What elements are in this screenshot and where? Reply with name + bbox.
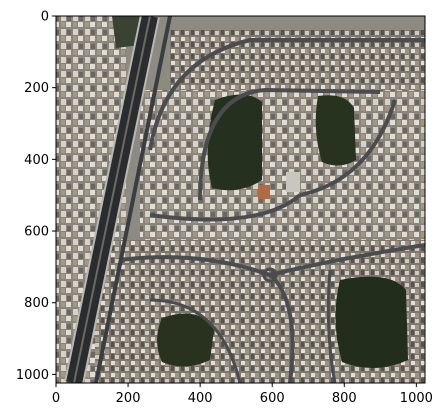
x-tick-label: 400 bbox=[188, 391, 213, 406]
landmark-building bbox=[258, 185, 270, 199]
housing-block-center bbox=[140, 90, 425, 250]
street-ring-north bbox=[148, 38, 425, 151]
x-tick-label: 1000 bbox=[400, 391, 433, 406]
y-tick-label: 0 bbox=[41, 10, 49, 25]
open-plot-south bbox=[157, 313, 214, 367]
street-ring-inner bbox=[198, 87, 381, 201]
x-tick-label: 600 bbox=[260, 391, 285, 406]
y-tick-label: 400 bbox=[24, 153, 49, 168]
x-tick-label: 0 bbox=[52, 391, 60, 406]
open-plot-east bbox=[315, 95, 356, 166]
axes-frame bbox=[55, 15, 426, 384]
frontage-road bbox=[94, 16, 172, 383]
open-plot-southeast bbox=[335, 276, 408, 369]
open-plot-center bbox=[207, 94, 262, 191]
y-tick-label: 200 bbox=[24, 81, 49, 96]
x-tick-label: 200 bbox=[116, 391, 141, 406]
y-tick-label: 600 bbox=[24, 225, 49, 240]
x-tick-label: 800 bbox=[332, 391, 357, 406]
street-east-curve bbox=[299, 99, 397, 197]
street-south-loop bbox=[268, 273, 295, 383]
y-tick-label: 800 bbox=[24, 296, 49, 311]
landmark-building-roof bbox=[286, 172, 300, 192]
street-southeast bbox=[326, 269, 337, 383]
street-southwest bbox=[149, 298, 242, 383]
street-central bbox=[149, 193, 302, 222]
roundabout bbox=[262, 267, 278, 283]
x-axis: 0 200 400 600 800 1000 bbox=[52, 383, 433, 406]
highway-median bbox=[73, 16, 151, 383]
y-axis: 0 200 400 600 800 1000 bbox=[16, 10, 56, 383]
satellite-image bbox=[56, 16, 425, 383]
y-tick-label: 1000 bbox=[16, 368, 49, 383]
